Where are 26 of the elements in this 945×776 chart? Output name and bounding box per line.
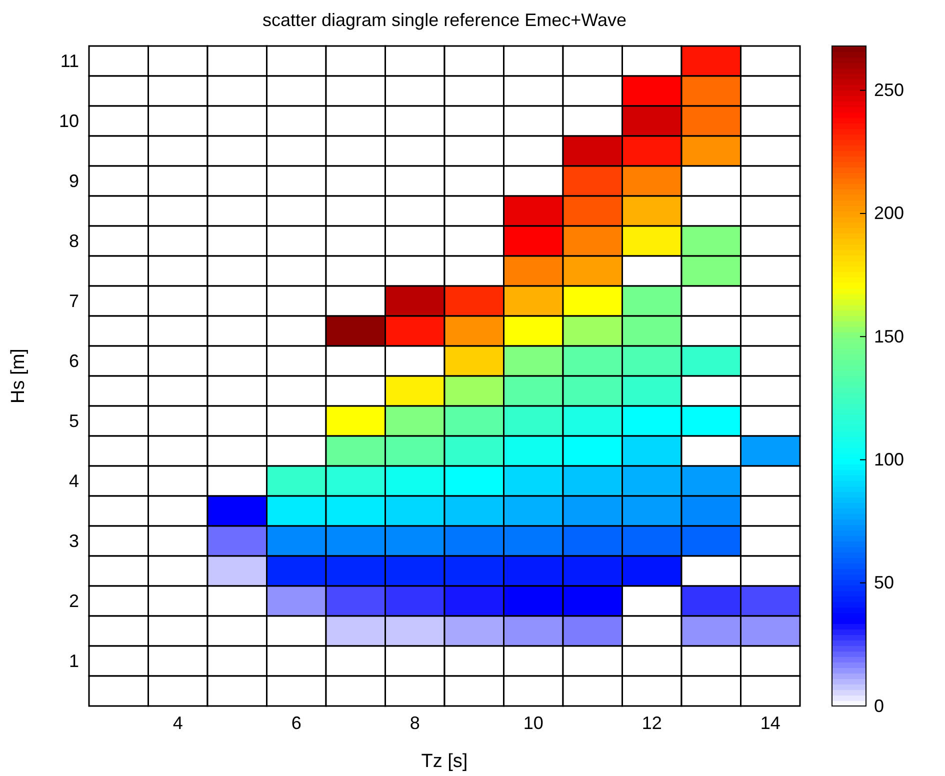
x-tick-label: 8	[410, 712, 420, 733]
x-tick-label: 6	[291, 712, 302, 733]
y-tick-label: 4	[68, 470, 79, 491]
color-bar-label: 200	[874, 203, 904, 224]
y-tick-label: 2	[68, 590, 79, 611]
x-tick-label: 14	[760, 712, 780, 733]
x-tick-label: 10	[523, 712, 544, 733]
y-tick-label: 10	[58, 110, 79, 131]
color-bar-label: 50	[874, 572, 894, 593]
y-tick-label: 9	[68, 170, 79, 191]
color-bar-label: 150	[874, 326, 904, 346]
chart-title: scatter diagram single reference Emec+Wave	[262, 10, 626, 30]
x-tick-label: 12	[642, 712, 662, 733]
y-tick-label: 3	[68, 530, 79, 551]
y-axis-title: Hs [m]	[8, 348, 29, 404]
y-tick-label: 11	[60, 50, 79, 71]
color-bar-label: 250	[874, 80, 904, 100]
y-tick-label: 6	[68, 350, 79, 371]
color-bar-label: 0	[874, 696, 884, 716]
y-tick-label: 7	[68, 290, 79, 311]
y-tick-label: 5	[68, 410, 79, 431]
color-bar-label: 100	[874, 449, 904, 470]
y-tick-label: 1	[68, 650, 79, 671]
y-tick-label: 8	[68, 230, 79, 251]
x-tick-label: 4	[172, 712, 183, 733]
x-axis-title: Tz [s]	[421, 751, 468, 772]
